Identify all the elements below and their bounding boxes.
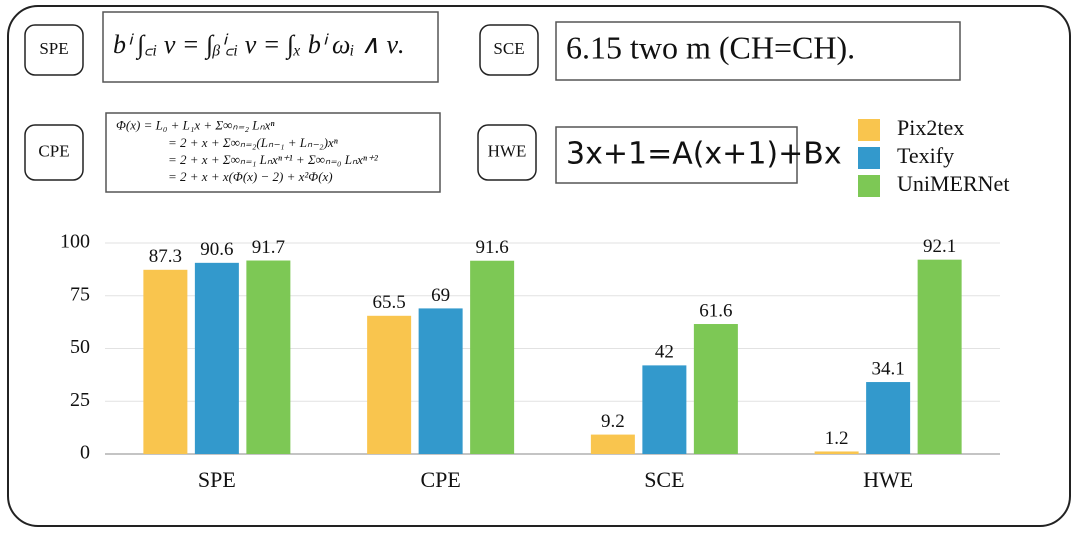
- legend-swatch: [858, 119, 880, 141]
- y-tick-label: 75: [70, 283, 90, 305]
- example-label-box: [24, 24, 84, 76]
- y-tick-label: 25: [70, 389, 90, 411]
- bar: [194, 262, 239, 454]
- formula-text: 3x+1=A(x+1)+Bx: [566, 137, 842, 172]
- legend-label: UniMERNet: [897, 171, 1009, 196]
- data-label: 9.2: [601, 411, 625, 432]
- bar: [246, 260, 291, 454]
- x-tick-label: CPE: [420, 467, 460, 492]
- bar: [367, 315, 412, 454]
- formula-text: Φ(x) = L₀ + L₁x + Σ∞ₙ₌₂ Lₙxⁿ: [116, 118, 275, 133]
- x-tick-label: SCE: [644, 467, 684, 492]
- bar: [418, 308, 463, 454]
- bar: [814, 451, 859, 454]
- data-label: 42: [655, 342, 674, 363]
- data-label: 1.2: [825, 428, 849, 449]
- formula-text: = 2 + x + Σ∞ₙ₌₁ Lₙxⁿ⁺¹ + Σ∞ₙ₌₀ Lₙxⁿ⁺²: [168, 152, 379, 167]
- example-label-box: [477, 124, 537, 181]
- legend-label: Pix2tex: [897, 115, 964, 140]
- x-tick-label: HWE: [863, 467, 913, 492]
- bar: [143, 269, 188, 454]
- bar: [866, 382, 911, 454]
- formula-text: = 2 + x + x(Φ(x) − 2) + x²Φ(x): [168, 169, 333, 184]
- legend-swatch: [858, 147, 880, 169]
- formula-text: 6.15 two m (CH=CH).: [566, 29, 855, 65]
- example-label: SPE: [39, 39, 68, 58]
- example-label: SCE: [493, 39, 524, 58]
- bar: [917, 259, 962, 454]
- formula-box: [102, 11, 439, 83]
- example-label-box: [24, 124, 84, 181]
- data-label: 91.7: [252, 237, 285, 258]
- data-label: 34.1: [872, 358, 905, 379]
- data-label: 69: [431, 285, 450, 306]
- example-label: HWE: [488, 141, 527, 160]
- formula-text: bⁱ ∫꜀ᵢ ν = ∫ᵦⁱ꜀ᵢ ν = ∫ₓ bⁱ ωᵢ ∧ ν.: [113, 30, 405, 60]
- legend-swatch: [858, 175, 880, 197]
- x-tick-label: SPE: [198, 467, 236, 492]
- example-label: CPE: [38, 141, 69, 160]
- example-label-box: [479, 24, 539, 76]
- bar: [590, 434, 635, 454]
- bar: [470, 260, 515, 454]
- formula-box: [105, 112, 441, 193]
- y-tick-label: 50: [70, 336, 90, 358]
- data-label: 61.6: [699, 300, 732, 321]
- bar: [693, 324, 738, 454]
- data-label: 92.1: [923, 236, 956, 257]
- bar: [642, 365, 687, 454]
- data-label: 90.6: [200, 239, 233, 260]
- legend-label: Texify: [897, 143, 954, 168]
- formula-box: [555, 21, 961, 81]
- formula-text: = 2 + x + Σ∞ₙ₌₂(Lₙ₋₁ + Lₙ₋₂)xⁿ: [168, 135, 339, 150]
- y-tick-label: 100: [60, 231, 90, 253]
- formula-box: [555, 126, 798, 184]
- y-tick-label: 0: [80, 442, 90, 464]
- data-label: 65.5: [373, 292, 406, 313]
- data-label: 91.6: [476, 237, 509, 258]
- data-label: 87.3: [149, 246, 182, 267]
